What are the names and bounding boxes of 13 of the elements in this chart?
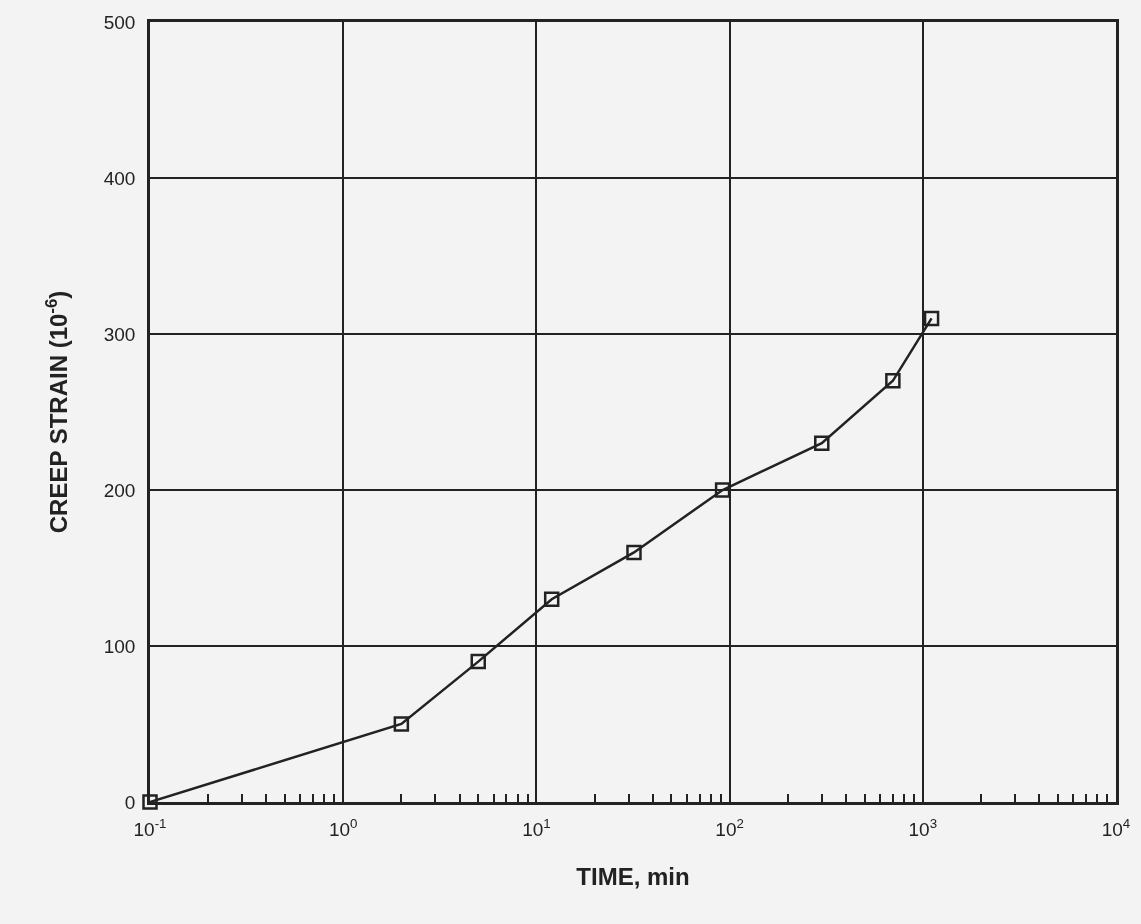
y-tick-label: 400 [103, 167, 136, 189]
x-tick-label: 10$^{3}$ [908, 815, 938, 840]
x-tick-label: 10$^{4}$ [1101, 815, 1131, 840]
y-tick-label: 200 [103, 479, 136, 501]
y-tick-label: 300 [103, 323, 136, 345]
x-tick-label: 10$^{1}$ [522, 815, 551, 840]
x-axis-title: TIME, min [576, 862, 690, 890]
y-tick-label: 500 [103, 11, 136, 33]
x-tick-label: 10$^{0}$ [328, 815, 358, 840]
x-tick-label: 10$^{2}$ [715, 815, 744, 840]
x-tick-label: 10$^{-1}$ [133, 815, 167, 840]
y-tick-label: 0 [124, 791, 136, 813]
y-tick-label: 100 [103, 635, 136, 657]
